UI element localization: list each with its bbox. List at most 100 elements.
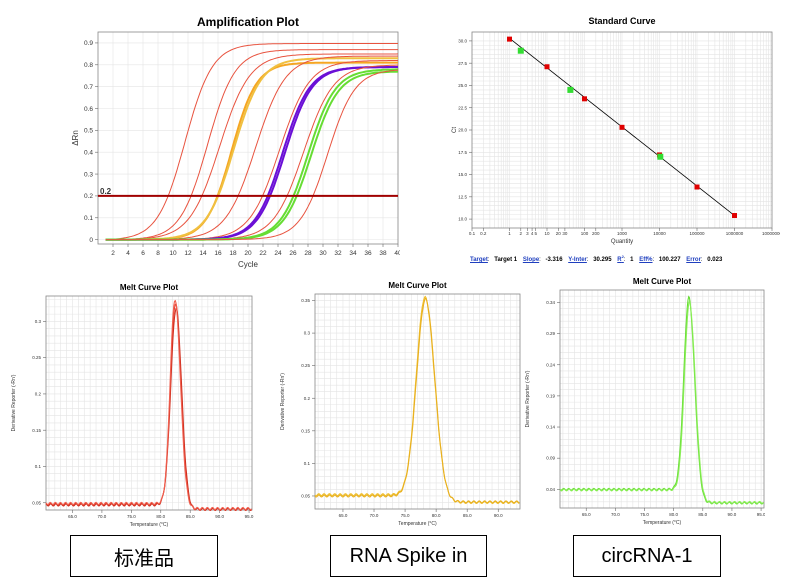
x-tick-label: 14 [199, 250, 207, 257]
y-tick-label: 0.2 [84, 193, 93, 200]
stat-target-key[interactable]: Target [470, 257, 488, 263]
x-tick-label: 26 [289, 250, 297, 257]
x-tick-label: 80.0 [669, 512, 678, 517]
x-tick-label: 85.0 [698, 512, 707, 517]
y-tick-label: 0 [89, 237, 93, 244]
x-tick-label: 10000 [653, 231, 666, 236]
y-tick-label: 0.25 [301, 363, 310, 368]
x-tick-label: 10 [169, 250, 177, 257]
x-tick-label: 65.0 [582, 512, 591, 517]
x-tick-label: 65.0 [339, 513, 348, 518]
x-tick-label: 90.0 [728, 512, 737, 517]
y-tick-label: 20.0 [458, 128, 467, 133]
grid [46, 296, 252, 511]
melt-curve [314, 297, 520, 504]
stat-error-key[interactable]: Error [686, 257, 701, 263]
x-tick-label: 5 [534, 231, 537, 236]
y-tick-label: 10.0 [458, 217, 467, 222]
grid [315, 294, 520, 510]
y-tick-label: 0.1 [84, 215, 93, 222]
amplification-curve [105, 49, 398, 241]
stat-slope-value: -3.316 [545, 257, 563, 263]
amplification-curve [105, 53, 399, 241]
y-tick-label: 0.19 [546, 393, 555, 398]
grid [560, 290, 764, 509]
y-axis-label: Derivative Reporter (-Rn') [280, 373, 286, 430]
y-axis-label: ΔRn [71, 130, 80, 146]
standard-point [732, 213, 737, 219]
y-tick-label: 0.4 [84, 149, 93, 156]
x-tick-label: 20 [244, 250, 252, 257]
y-tick-label: 0.8 [84, 62, 93, 69]
x-tick-label: 6 [141, 250, 145, 257]
y-tick-label: 0.1 [304, 461, 311, 466]
stat-eff-key[interactable]: Eff% [639, 257, 653, 263]
x-tick-label: 32 [334, 250, 342, 257]
unknown-point [567, 86, 574, 93]
stat-yinter-key[interactable]: Y-Inter [568, 257, 587, 263]
stat-target-value: Target 1 [494, 257, 518, 263]
y-tick-label: 25.0 [458, 83, 467, 88]
x-tick-label: 4 [531, 231, 534, 236]
y-tick-label: 0.6 [84, 106, 93, 113]
stat-r2-key-text: R [617, 257, 622, 263]
x-axis-label: Cycle [238, 260, 259, 269]
x-tick-label: 36 [364, 250, 372, 257]
y-axis-label: Derivative Reporter (-Rn') [525, 370, 531, 427]
stat-r2-key-sup: 2 [621, 254, 624, 259]
y-tick-label: 0.2 [35, 392, 42, 397]
sample-label-rna-spike-in: RNA Spike in [330, 535, 487, 577]
x-axis-label: Temperature (°C) [130, 522, 169, 528]
stat-r2-value: 1 [630, 257, 634, 263]
x-tick-label: 70.0 [370, 513, 379, 518]
y-tick-label: 12.5 [458, 194, 467, 199]
x-tick-label: 90.0 [494, 513, 503, 518]
standard-point [544, 64, 550, 70]
y-tick-label: 0.1 [35, 464, 42, 469]
y-axis-label: Derivative Reporter (-Rn') [11, 374, 17, 431]
stat-eff-value: 100.227 [658, 257, 681, 263]
standard-point [582, 96, 587, 102]
x-tick-label: 95.0 [757, 512, 765, 517]
plot-border [45, 295, 253, 511]
y-tick-label: 0.34 [546, 300, 555, 305]
y-tick-label: 27.5 [458, 61, 467, 66]
y-tick-label: 0.25 [32, 355, 41, 360]
x-tick-label: 85.0 [186, 514, 195, 519]
x-tick-label: 10 [544, 231, 550, 236]
y-tick-label: 0.35 [301, 298, 310, 303]
x-tick-label: 100 [581, 231, 589, 236]
x-tick-label: 0.1 [469, 231, 476, 236]
x-tick-label: 20 [556, 231, 562, 236]
x-tick-label: 200 [592, 231, 600, 236]
plot-border [314, 293, 521, 510]
x-tick-label: 3 [526, 231, 529, 236]
x-tick-label: 30 [562, 231, 568, 236]
y-tick-label: 0.3 [304, 331, 311, 336]
x-tick-label: 8 [156, 250, 160, 257]
x-tick-label: 40 [394, 250, 400, 257]
y-axis-label: Ct [452, 127, 458, 133]
x-axis-label: Quantity [611, 239, 633, 245]
chart-title: Melt Curve Plot [120, 283, 179, 292]
stat-slope-key[interactable]: Slope [522, 257, 540, 263]
x-tick-label: 30 [319, 250, 327, 257]
melt-curve [559, 295, 764, 505]
x-tick-label: 75.0 [127, 514, 136, 519]
x-tick-label: 80.0 [432, 513, 441, 518]
stat-r2-key[interactable]: R2 [617, 254, 624, 263]
y-tick-label: 0.29 [546, 331, 555, 336]
x-tick-label: 95.0 [245, 514, 254, 519]
y-tick-label: 0.7 [84, 84, 93, 91]
melt-curve [45, 299, 252, 511]
unknown-point [657, 153, 664, 160]
standard-curve-stats: Target: Target 1 Slope: -3.316 Y-Inter: … [470, 254, 723, 263]
standard-curve-plot: Standard Curve 0.1 0.2 1 2 3 4 5 10 20 30 100 200 100… [452, 16, 780, 245]
x-tick-label: 38 [379, 250, 387, 257]
y-tick-label: 0.15 [32, 428, 41, 433]
y-tick-label: 22.5 [458, 105, 467, 110]
x-tick-label: 16 [214, 250, 222, 257]
x-tick-label: 70.0 [98, 514, 107, 519]
x-tick-label: 75.0 [640, 512, 649, 517]
y-tick-label: 17.5 [458, 150, 467, 155]
